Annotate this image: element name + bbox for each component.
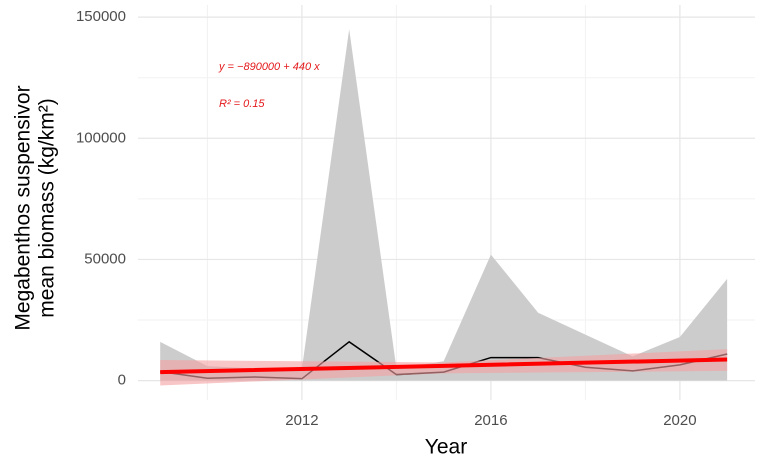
x-tick-label: 2016 (474, 412, 507, 429)
x-tick-label: 2012 (285, 412, 318, 429)
y-tick-label: 150000 (76, 8, 126, 25)
trend-line (160, 357, 728, 375)
y-axis-title: Megabenthos suspensivor (12, 85, 35, 330)
y-tick-label: 100000 (76, 129, 126, 146)
r-squared: R² = 0.15 (219, 98, 265, 110)
equation: y = −890000 + 440 x (218, 61, 320, 73)
y-tick-label: 50000 (84, 250, 126, 267)
x-tick-label: 2020 (663, 412, 696, 429)
y-tick-label: 0 (118, 372, 126, 389)
ribbon (160, 29, 728, 381)
y-axis-title: mean biomass (kg/km²) (36, 98, 59, 317)
x-axis-title: Year (425, 436, 467, 459)
